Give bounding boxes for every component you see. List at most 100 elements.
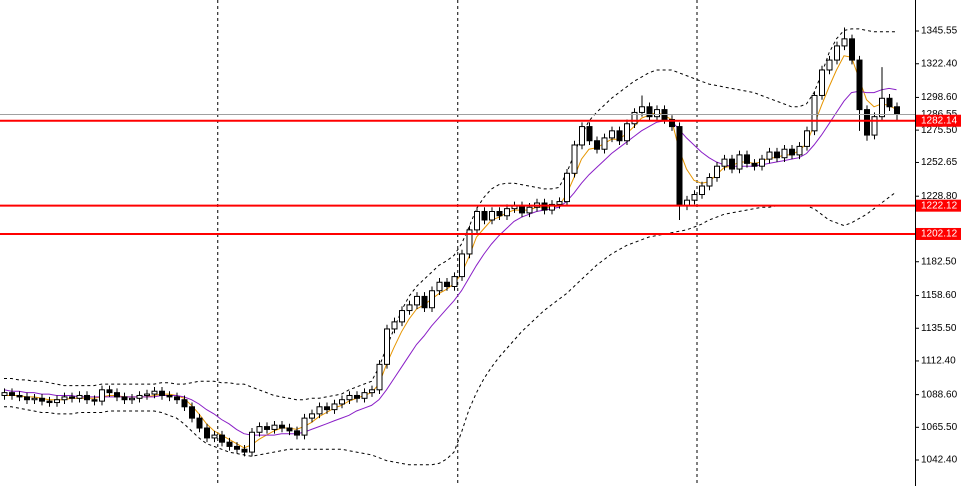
candle-body	[24, 396, 30, 401]
level-label: 1222.12	[921, 200, 958, 211]
candle-body	[594, 140, 600, 150]
candle-body	[481, 210, 488, 221]
candle-body	[564, 172, 570, 203]
candle-body	[834, 45, 840, 61]
candle-body	[406, 304, 413, 312]
candle-body	[879, 97, 885, 118]
candle-body	[61, 396, 68, 401]
plot-area	[0, 0, 915, 486]
candle-body	[264, 426, 270, 430]
candle-body	[376, 363, 383, 391]
level-label: 1282.14	[921, 115, 958, 126]
y-tick-label: 1345.55	[921, 26, 958, 37]
candle-body	[736, 154, 743, 170]
candle-body	[721, 158, 728, 167]
candle-body	[616, 130, 623, 142]
candle-body	[451, 276, 458, 288]
candle-body	[474, 210, 480, 231]
candle-body	[414, 295, 420, 306]
candle-body	[271, 424, 278, 430]
candle-body	[279, 424, 285, 429]
candle-body	[699, 185, 705, 196]
candle-body	[196, 417, 203, 429]
candle-body	[166, 394, 173, 398]
candle-body	[309, 413, 315, 419]
candle-body	[106, 389, 113, 394]
candle-body	[286, 427, 293, 432]
candle-body	[339, 399, 345, 405]
candle-body	[16, 394, 23, 398]
candle-body	[744, 154, 750, 164]
candle-body	[796, 145, 803, 156]
y-tick-label: 1252.65	[921, 157, 958, 168]
candle-body	[601, 137, 608, 150]
candle-body	[459, 253, 465, 278]
candle-body	[144, 393, 150, 396]
candle-body	[609, 130, 615, 139]
y-tick-label: 1298.60	[921, 92, 958, 103]
candle-body	[639, 106, 645, 113]
candle-body	[586, 126, 593, 142]
candle-body	[894, 106, 900, 115]
candle-body	[436, 281, 443, 292]
candle-body	[31, 397, 38, 401]
candle-body	[234, 445, 240, 450]
candle-body	[301, 417, 308, 436]
candle-body	[354, 394, 360, 399]
y-tick-label: 1275.50	[921, 125, 958, 136]
y-tick-label: 1088.60	[921, 389, 958, 400]
candle-body	[114, 392, 120, 398]
y-tick-label: 1065.50	[921, 422, 958, 433]
candle-body	[669, 119, 675, 128]
y-tick-label: 1135.50	[921, 323, 957, 334]
candle-body	[241, 448, 248, 453]
candle-body	[429, 290, 435, 309]
candle-body	[466, 229, 473, 255]
y-tick-label: 1228.80	[921, 191, 958, 202]
candle-body	[856, 59, 863, 111]
level-label-box	[916, 227, 961, 240]
candle-body	[579, 126, 585, 146]
candle-body	[676, 126, 683, 207]
candle-body	[46, 400, 53, 404]
candle-body	[316, 406, 323, 415]
candle-body	[654, 109, 660, 118]
y-tick-label: 1158.60	[921, 290, 957, 301]
candle-body	[489, 210, 495, 221]
candle-body	[151, 390, 158, 395]
candle-body	[76, 394, 83, 399]
candle-body	[556, 201, 563, 205]
candle-body	[849, 38, 855, 61]
candle-body	[781, 148, 788, 159]
candle-body	[256, 426, 263, 433]
candle-body	[136, 394, 143, 399]
candle-body	[549, 203, 555, 211]
candle-body	[774, 151, 780, 159]
candle-body	[391, 321, 398, 330]
candle-body	[91, 399, 98, 402]
y-tick-label: 1112.40	[921, 356, 956, 367]
y-tick-label: 1322.40	[921, 58, 958, 69]
candle-body	[9, 392, 15, 396]
candle-body	[1, 392, 8, 396]
candle-body	[54, 399, 60, 404]
candle-body	[346, 394, 353, 401]
candle-body	[811, 94, 818, 132]
candle-body	[789, 148, 795, 156]
y-tick-label: 1042.40	[921, 455, 958, 466]
candle-body	[804, 130, 810, 147]
candle-body	[571, 144, 578, 174]
candle-body	[631, 111, 638, 125]
candle-body	[691, 194, 698, 201]
candle-body	[324, 406, 330, 411]
candle-body	[714, 165, 720, 179]
level-label: 1202.12	[921, 229, 958, 240]
candle-body	[84, 394, 90, 401]
candle-body	[886, 97, 893, 108]
candle-body	[526, 206, 533, 214]
candle-body	[624, 123, 630, 142]
candle-body	[646, 106, 653, 118]
candle-body	[189, 406, 195, 419]
